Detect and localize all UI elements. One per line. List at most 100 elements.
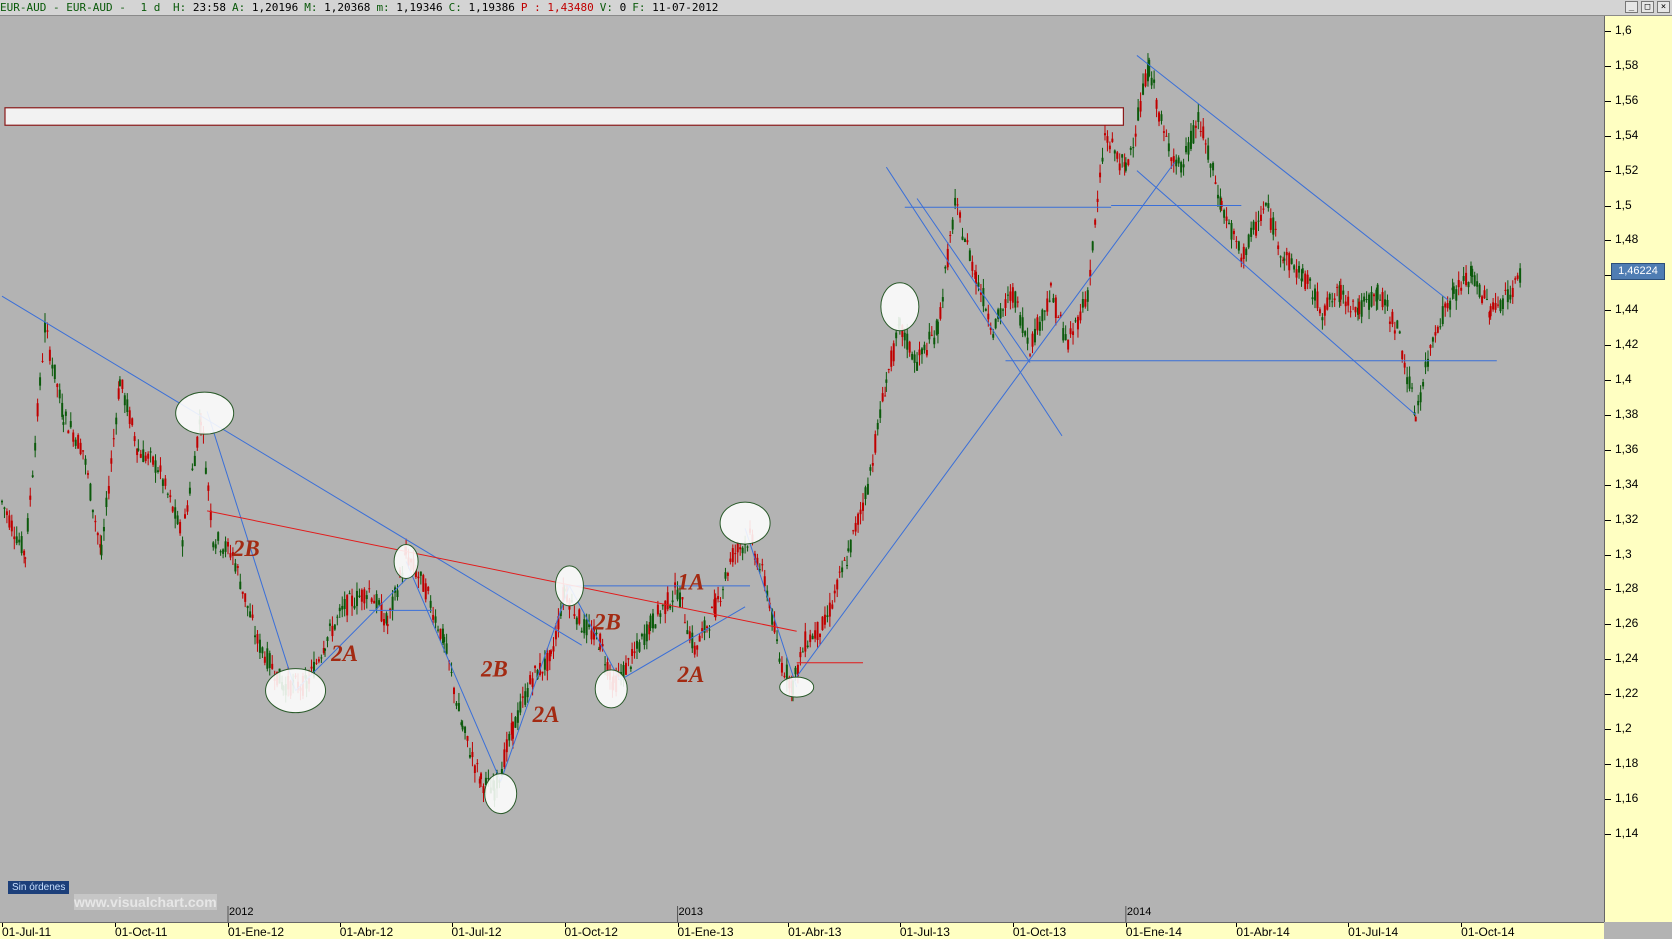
candle-body xyxy=(1485,298,1488,300)
y-tick xyxy=(1605,589,1611,591)
y-tick xyxy=(1605,205,1611,207)
close-button[interactable]: × xyxy=(1657,1,1670,13)
candle-body xyxy=(193,455,196,467)
candle-body xyxy=(457,703,460,712)
candle-body xyxy=(1393,330,1396,334)
candle-body xyxy=(531,678,534,687)
candle-body xyxy=(977,282,980,287)
candle-body xyxy=(1076,316,1079,330)
candle-body xyxy=(916,361,919,371)
timeframe-label: 1 d xyxy=(140,1,161,14)
candle-body xyxy=(552,646,555,652)
candle-body xyxy=(1225,216,1228,221)
candle-body xyxy=(271,663,274,669)
candle-body xyxy=(341,605,344,610)
candle-body xyxy=(1052,298,1055,303)
candle-body xyxy=(892,343,895,362)
candle-body xyxy=(1182,164,1185,168)
candle-body xyxy=(1150,77,1153,86)
candle-body xyxy=(541,671,544,674)
candle-body xyxy=(1295,269,1298,278)
ohlc-fields: H: 23:58 A: 1,20196 M: 1,20368 m: 1,19346 C:… xyxy=(167,1,718,14)
candle-body xyxy=(703,620,706,633)
candle-body xyxy=(174,507,177,519)
candle-body xyxy=(1209,163,1212,168)
y-tick xyxy=(1605,798,1611,800)
candle-body xyxy=(771,609,774,625)
candle-body xyxy=(876,422,879,430)
channel-upper xyxy=(1136,55,1448,301)
candle-body xyxy=(1108,145,1111,150)
candle-body xyxy=(676,589,679,600)
price-chart[interactable]: 2B 2A 2B 2A 2B 1A 2A xyxy=(0,16,1604,922)
candle-body xyxy=(391,596,394,611)
candle-body xyxy=(1396,320,1399,329)
candle-body xyxy=(736,543,739,553)
candle-body xyxy=(1298,265,1301,273)
candle-body xyxy=(1375,289,1378,302)
pivot-ellipse xyxy=(265,668,327,714)
candle-body xyxy=(895,332,898,339)
candle-body xyxy=(478,778,481,784)
price-axis[interactable]: 1,61,581,561,541,521,51,481,461,441,421,… xyxy=(1604,16,1672,922)
time-axis[interactable]: 01-Jul-11 01-Oct-11 01-Ene-12 01-Abr-12 01-J… xyxy=(0,922,1604,939)
candle-body xyxy=(363,589,366,604)
candle-body xyxy=(885,379,888,383)
candle-body xyxy=(1212,162,1215,171)
candle-body xyxy=(597,648,600,650)
minimize-button[interactable]: _ xyxy=(1625,1,1638,13)
candle-body xyxy=(1127,159,1130,165)
candle-body xyxy=(1214,182,1217,184)
candle-body xyxy=(1113,150,1116,154)
candle-body xyxy=(1101,157,1104,162)
candle-body xyxy=(13,536,16,540)
candle-body xyxy=(1293,265,1296,270)
candle-body xyxy=(526,688,529,698)
orders-badge[interactable]: Sin órdenes xyxy=(8,881,70,894)
candle-body xyxy=(935,320,938,335)
candle-body xyxy=(1339,284,1342,300)
candle-body xyxy=(346,595,349,616)
candle-body xyxy=(534,665,537,669)
candle-body xyxy=(1014,291,1017,308)
candle-body xyxy=(482,786,485,794)
maximize-button[interactable]: □ xyxy=(1641,1,1654,13)
candle-body xyxy=(131,418,134,426)
candle-body xyxy=(1160,114,1163,121)
candle-body xyxy=(336,616,339,618)
candle-body xyxy=(1333,298,1336,301)
candle-body xyxy=(1062,328,1065,341)
candle-body xyxy=(161,479,164,486)
y-tick xyxy=(1605,100,1611,102)
candle-body xyxy=(256,634,259,644)
candle-body xyxy=(110,458,113,464)
trendline-1a-down xyxy=(744,528,798,688)
candle-body xyxy=(1511,287,1514,298)
candle-body xyxy=(1041,309,1044,322)
candle-body xyxy=(1189,130,1192,149)
y-tick-label: 1,52 xyxy=(1615,162,1639,177)
candle-body xyxy=(1427,358,1430,367)
candle-body xyxy=(505,739,508,753)
x-tick xyxy=(677,923,679,927)
candle-body xyxy=(1274,228,1277,230)
candle-body xyxy=(1358,301,1361,315)
candle-body xyxy=(1452,286,1455,294)
candle-body xyxy=(1357,307,1359,315)
field-key: H: xyxy=(172,1,187,14)
candle-body xyxy=(1235,240,1238,242)
field-key: V: xyxy=(599,1,614,14)
candle-body xyxy=(984,309,987,311)
candle-body xyxy=(471,751,474,758)
candle-body xyxy=(1257,220,1260,222)
x-tick-label: 01-Oct-12 xyxy=(564,925,618,939)
candle-body xyxy=(717,596,720,600)
candle-body xyxy=(643,633,646,646)
candle-body xyxy=(659,613,662,617)
candle-body xyxy=(1011,287,1014,303)
candle-body xyxy=(118,379,121,387)
candle-body xyxy=(1096,198,1099,202)
candle-body xyxy=(1046,298,1049,312)
candle-body xyxy=(887,368,890,370)
candle-body xyxy=(39,377,42,386)
